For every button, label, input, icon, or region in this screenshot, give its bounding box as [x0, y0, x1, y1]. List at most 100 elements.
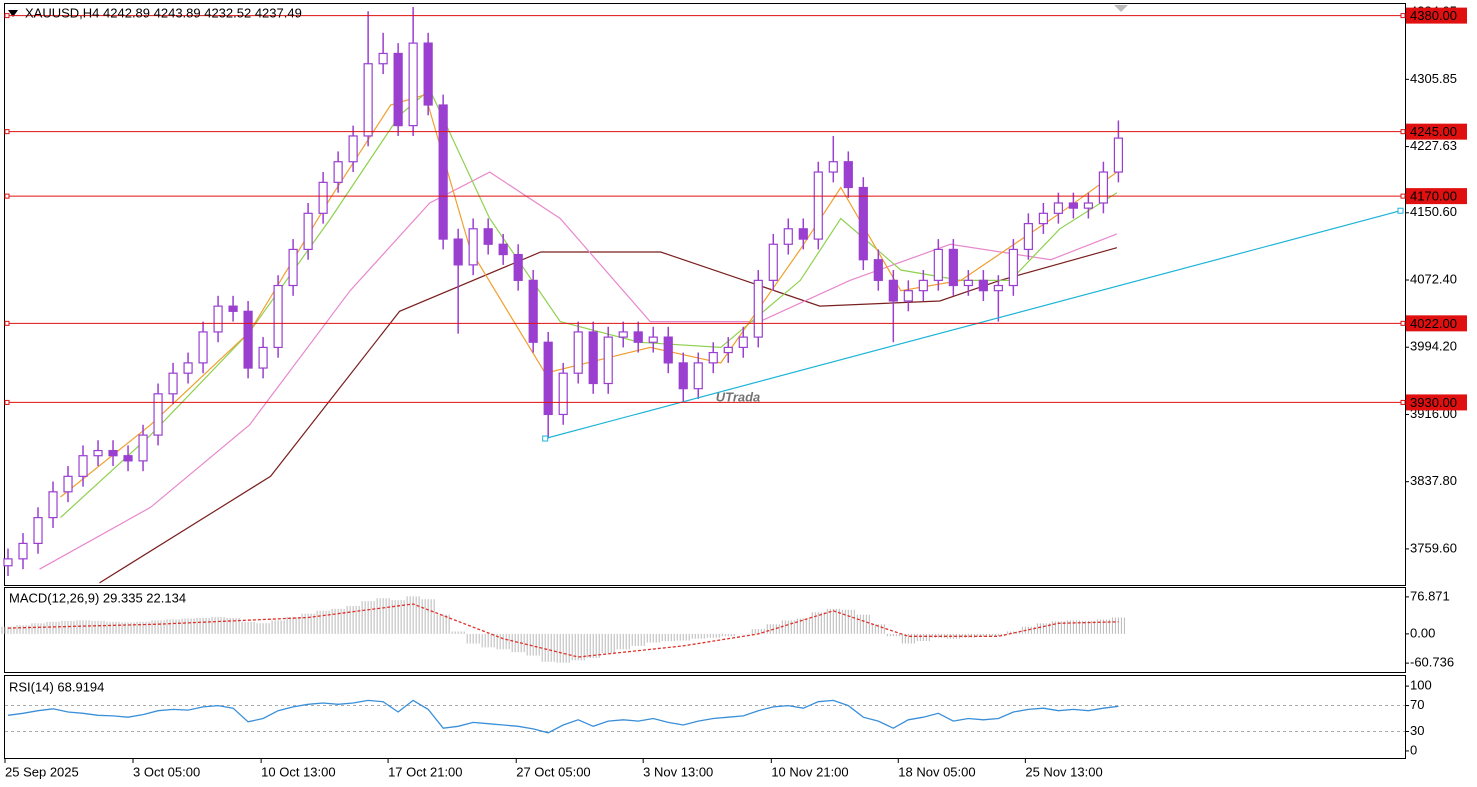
candle-body	[288, 248, 298, 287]
level-tag-label: 4245.00	[1410, 124, 1457, 139]
candle-body	[78, 455, 88, 477]
trendline	[545, 210, 1401, 440]
candle-body	[423, 42, 433, 106]
level-tag-label: 3930.00	[1410, 395, 1457, 410]
trendline-anchor	[1397, 207, 1404, 214]
candle-body	[918, 279, 928, 292]
candle-body	[753, 279, 763, 338]
candle-body	[888, 279, 898, 302]
menu-arrow[interactable]	[8, 10, 18, 17]
candle-body	[813, 171, 823, 240]
candle-body	[828, 161, 838, 173]
candle-body	[303, 212, 313, 251]
x-tick-label: 3 Nov 13:00	[643, 764, 713, 779]
candle-body	[633, 331, 643, 343]
candle-body	[1053, 202, 1063, 214]
candle-body	[198, 331, 208, 364]
y-tick-label: 3994.20	[1410, 339, 1457, 354]
y-tick-label: 3759.60	[1410, 540, 1457, 555]
rsi-line	[7, 699, 1119, 734]
trendline-anchor	[542, 435, 549, 442]
candle-body	[123, 455, 133, 462]
candle-body	[408, 42, 418, 127]
plot-layer: UTrada4384.054305.854227.634150.604072.4…	[1, 4, 1467, 779]
candle-body	[153, 393, 163, 436]
candle-body	[213, 305, 223, 333]
candle-body	[333, 161, 343, 183]
candle-body	[1068, 202, 1078, 209]
candle-body	[768, 243, 778, 281]
candle-body	[933, 248, 943, 281]
candle-body	[48, 491, 58, 519]
macd-signal	[7, 603, 1119, 658]
y-tick-label: 4072.40	[1410, 271, 1457, 286]
candle-body	[1023, 223, 1033, 251]
candle-body	[678, 362, 688, 390]
level-anchor	[1400, 399, 1406, 405]
candle-body	[618, 331, 628, 338]
x-tick-label: 3 Oct 05:00	[133, 764, 200, 779]
level-tag-label: 4170.00	[1410, 189, 1457, 204]
level-tag	[1406, 394, 1467, 411]
candle-body	[963, 279, 973, 287]
level-anchor	[1400, 13, 1406, 19]
candle-body	[498, 243, 508, 256]
candle-body	[543, 341, 553, 416]
x-tick-label: 25 Sep 2025	[5, 764, 79, 779]
candle-body	[108, 449, 118, 457]
x-tick-label: 27 Oct 05:00	[516, 764, 590, 779]
candle-body	[528, 279, 538, 343]
y-tick-label: 4305.85	[1410, 71, 1457, 86]
candle-body	[798, 228, 808, 240]
watermark: UTrada	[716, 389, 761, 404]
x-tick-label: 17 Oct 21:00	[388, 764, 462, 779]
y-tick-label: 70	[1410, 697, 1424, 712]
candle-body	[708, 351, 718, 364]
candle-body	[693, 362, 703, 390]
candle-body	[3, 558, 13, 567]
level-anchor	[4, 13, 10, 19]
candle-body	[183, 362, 193, 374]
candle-body	[648, 336, 658, 343]
candle-body	[663, 336, 673, 364]
level-tag	[1406, 188, 1467, 205]
moving-average	[39, 171, 1118, 570]
x-tick-label: 10 Nov 21:00	[771, 764, 848, 779]
y-tick-label: 30	[1410, 723, 1424, 738]
candle-body	[18, 542, 28, 560]
macd-title: MACD(12,26,9) 29.335 22.134	[9, 590, 186, 605]
level-anchor	[1400, 193, 1406, 199]
level-tag	[1406, 123, 1467, 140]
level-tag	[1406, 315, 1467, 332]
y-tick-label: 76.871	[1410, 588, 1450, 603]
candle-body	[33, 517, 43, 544]
level-tag	[1406, 7, 1467, 24]
candle-body	[63, 475, 73, 493]
candle-body	[783, 228, 793, 245]
candle-body	[393, 52, 403, 127]
candle-body	[138, 434, 148, 462]
candle-body	[453, 238, 463, 266]
candle-body	[723, 346, 733, 354]
candle-body	[483, 228, 493, 245]
candle-body	[318, 181, 328, 214]
candle-body	[738, 336, 748, 349]
y-tick-label: 0.00	[1410, 625, 1435, 640]
candle-body	[603, 336, 613, 385]
y-tick-label: 4227.63	[1410, 138, 1457, 153]
candle-body	[1113, 137, 1123, 173]
y-tick-label: 4150.60	[1410, 204, 1457, 219]
macd-panel	[4, 587, 1406, 673]
candle-body	[228, 305, 238, 312]
rsi-panel	[4, 675, 1406, 759]
level-anchor	[4, 399, 10, 405]
candle-body	[243, 310, 253, 369]
candle-body	[873, 259, 883, 281]
level-tag-label: 4022.00	[1410, 316, 1457, 331]
candle-body	[993, 284, 1003, 292]
candle-body	[168, 372, 178, 395]
level-anchor	[4, 320, 10, 326]
candle-body	[513, 253, 523, 281]
candle-body	[1038, 212, 1048, 225]
